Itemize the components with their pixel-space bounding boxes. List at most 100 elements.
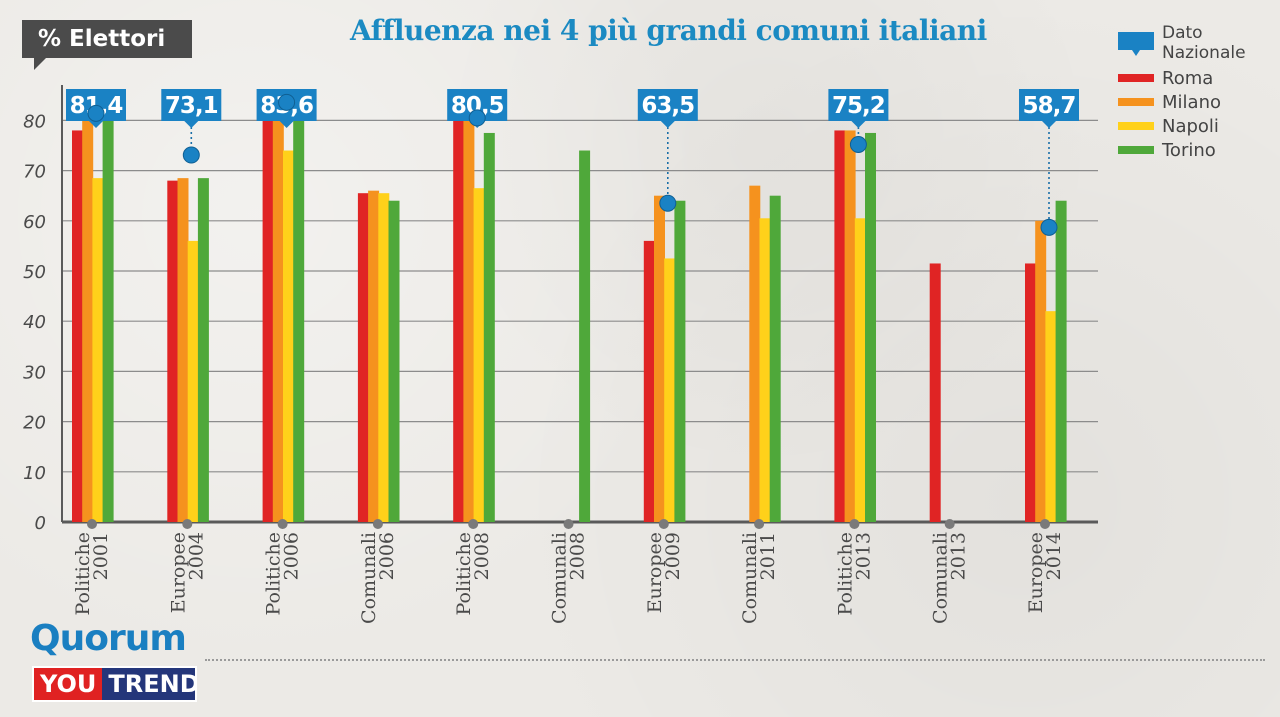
x-tick-marker xyxy=(1040,519,1050,529)
bar-torino xyxy=(197,178,209,522)
y-tick-label: 80 xyxy=(23,111,46,132)
footer-divider xyxy=(205,659,1265,661)
youtrend-logo: YOU TREND xyxy=(32,666,197,702)
x-tick-marker xyxy=(372,519,383,529)
x-tick-marker xyxy=(277,519,288,529)
bar-torino xyxy=(102,107,114,522)
youtrend-logo-you: YOU xyxy=(34,668,103,700)
legend-label-roma: Roma xyxy=(1162,68,1213,89)
bar-milano xyxy=(177,178,189,522)
legend-swatch-national xyxy=(1118,32,1154,56)
bar-napoli xyxy=(1045,311,1057,522)
bar-roma xyxy=(453,115,465,522)
bar-milano xyxy=(82,112,94,523)
legend-swatch-napoli xyxy=(1118,122,1154,130)
x-tick-label: Europee2004 xyxy=(167,532,207,613)
national-value-label: 73,1 xyxy=(165,93,218,119)
bar-torino xyxy=(483,132,495,522)
legend-label-national: Dato xyxy=(1162,23,1203,43)
x-tick-label: Comunali2008 xyxy=(549,532,589,624)
bar-roma xyxy=(262,92,274,522)
bar-napoli xyxy=(664,258,676,522)
x-tick-label: Politiche2006 xyxy=(263,532,303,615)
bar-milano xyxy=(749,185,761,522)
x-tick-marker xyxy=(87,519,97,529)
x-tick-label: Politiche2013 xyxy=(834,532,874,615)
bar-roma xyxy=(72,130,83,522)
bar-torino xyxy=(293,95,305,523)
national-point xyxy=(1040,218,1058,236)
y-tick-label: 70 xyxy=(23,162,46,183)
y-tick-label: 40 xyxy=(23,312,46,333)
national-callout xyxy=(637,89,698,128)
national-point xyxy=(849,135,867,153)
x-tick-label: Comunali2013 xyxy=(930,532,970,624)
bar-torino xyxy=(674,200,686,522)
bar-milano xyxy=(272,92,284,522)
bar-napoli xyxy=(92,178,104,522)
legend-label-national: Nazionale xyxy=(1162,43,1246,63)
x-tick-marker xyxy=(468,519,479,529)
x-tick-marker xyxy=(754,519,765,529)
x-tick-label: Politiche2001 xyxy=(72,532,112,615)
bar-torino xyxy=(1055,200,1067,522)
bar-roma xyxy=(643,240,655,522)
legend-swatch-milano xyxy=(1118,98,1154,106)
bar-torino xyxy=(579,150,591,522)
x-tick-marker xyxy=(563,519,574,529)
national-point xyxy=(87,104,105,122)
legend-label-torino: Torino xyxy=(1161,140,1216,161)
national-point xyxy=(278,93,296,111)
bar-roma xyxy=(834,130,846,522)
x-tick-marker xyxy=(849,519,860,529)
national-point xyxy=(659,194,677,212)
y-tick-label: 50 xyxy=(23,262,46,283)
legend-swatch-roma xyxy=(1118,74,1154,82)
national-point xyxy=(468,109,486,127)
y-tick-label: 30 xyxy=(23,362,46,383)
bar-napoli xyxy=(378,193,390,522)
national-callout xyxy=(828,89,889,128)
bar-roma xyxy=(167,180,179,522)
bar-milano xyxy=(368,190,380,522)
bar-roma xyxy=(1025,263,1036,522)
quorum-logo: Quorum xyxy=(30,618,187,659)
y-tick-label: 60 xyxy=(23,212,46,233)
bar-torino xyxy=(388,200,400,522)
youtrend-logo-trend: TREND xyxy=(108,670,197,698)
bar-napoli xyxy=(759,218,771,523)
x-tick-marker xyxy=(658,519,669,529)
bar-napoli xyxy=(283,150,294,522)
bar-roma xyxy=(357,193,369,522)
x-tick-marker xyxy=(182,519,193,529)
legend-swatch-torino xyxy=(1118,146,1154,154)
legend-label-milano: Milano xyxy=(1162,92,1221,113)
national-point xyxy=(182,146,200,164)
bar-napoli xyxy=(854,218,866,523)
bar-milano xyxy=(1035,220,1047,523)
bar-roma xyxy=(929,263,941,522)
bar-torino xyxy=(769,195,781,522)
x-tick-label: Europee2009 xyxy=(644,532,684,613)
national-callout xyxy=(161,89,222,128)
national-value-label: 63,5 xyxy=(641,93,694,119)
x-tick-label: Comunali2011 xyxy=(739,532,779,624)
bar-milano xyxy=(463,115,475,522)
legend-label-napoli: Napoli xyxy=(1162,116,1219,137)
x-tick-label: Comunali2006 xyxy=(358,532,398,624)
x-tick-label: Europee2014 xyxy=(1025,532,1065,613)
national-value-label: 58,7 xyxy=(1023,93,1076,119)
unit-badge: % Elettori xyxy=(22,20,192,70)
bar-napoli xyxy=(187,240,199,522)
x-tick-label: Politiche2008 xyxy=(453,532,493,615)
national-callout xyxy=(1019,89,1079,128)
national-callout xyxy=(447,89,508,128)
bar-milano xyxy=(844,130,856,522)
x-tick-marker xyxy=(944,519,955,529)
y-tick-label: 0 xyxy=(35,513,46,534)
national-value-label: 75,2 xyxy=(832,93,885,119)
bar-milano xyxy=(654,195,665,522)
bar-napoli xyxy=(473,188,485,523)
bar-torino xyxy=(865,132,876,522)
